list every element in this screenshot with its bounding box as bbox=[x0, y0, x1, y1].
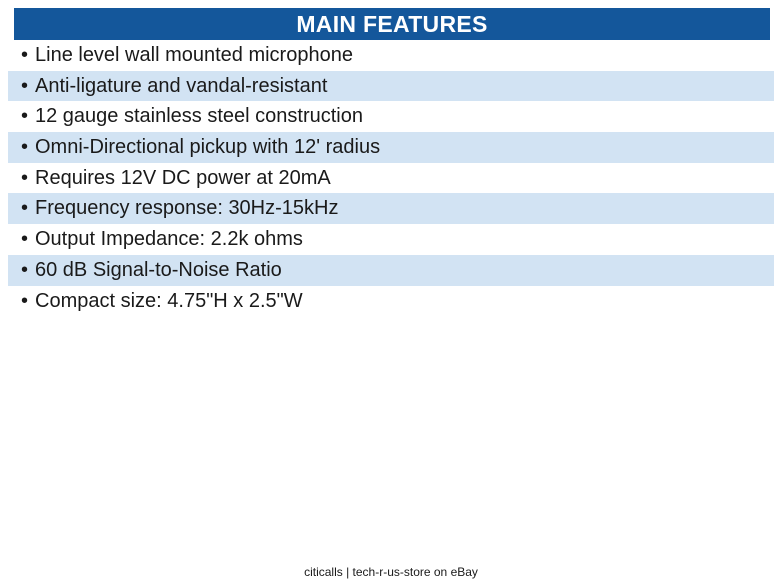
main-features-header: MAIN FEATURES bbox=[14, 8, 770, 40]
feature-text: 12 gauge stainless steel construction bbox=[35, 105, 363, 128]
feature-text: Compact size: 4.75"H x 2.5"W bbox=[35, 289, 303, 312]
footer: citicalls | tech-r-us-store on eBay bbox=[0, 563, 782, 581]
feature-text: Omni-Directional pickup with 12' radius bbox=[35, 136, 381, 159]
feature-item: • Frequency response: 30Hz-15kHz bbox=[8, 193, 774, 225]
feature-item: • Anti-ligature and vandal-resistant bbox=[8, 70, 774, 102]
feature-item: • Compact size: 4.75"H x 2.5"W bbox=[8, 285, 774, 317]
bullet-icon: • bbox=[21, 105, 29, 128]
feature-text: Requires 12V DC power at 20mA bbox=[35, 166, 331, 189]
feature-item: • Output Impedance: 2.2k ohms bbox=[8, 224, 774, 255]
bullet-icon: • bbox=[21, 197, 29, 220]
features-list: • Line level wall mounted microphone • Anti… bbox=[8, 40, 774, 317]
bullet-icon: • bbox=[21, 228, 29, 251]
feature-item: • Omni-Directional pickup with 12' radius bbox=[8, 132, 774, 163]
page-title: MAIN FEATURES bbox=[296, 11, 488, 37]
bullet-icon: • bbox=[21, 44, 29, 66]
feature-text: Output Impedance: 2.2k ohms bbox=[35, 228, 303, 251]
bullet-icon: • bbox=[21, 74, 29, 97]
bullet-icon: • bbox=[21, 136, 29, 159]
bullet-icon: • bbox=[21, 166, 29, 189]
feature-text: 60 dB Signal-to-Noise Ratio bbox=[35, 258, 282, 281]
feature-item: • Line level wall mounted microphone bbox=[8, 40, 774, 71]
feature-item: • 60 dB Signal-to-Noise Ratio bbox=[8, 254, 774, 286]
feature-item: • Requires 12V DC power at 20mA bbox=[8, 162, 774, 194]
bullet-icon: • bbox=[21, 258, 29, 281]
feature-text: Anti-ligature and vandal-resistant bbox=[35, 74, 328, 97]
feature-item: • 12 gauge stainless steel construction bbox=[8, 101, 774, 133]
feature-text: Line level wall mounted microphone bbox=[35, 44, 353, 66]
feature-text: Frequency response: 30Hz-15kHz bbox=[35, 197, 339, 220]
bullet-icon: • bbox=[21, 289, 29, 312]
store-credit-text: citicalls | tech-r-us-store on eBay bbox=[304, 565, 478, 579]
